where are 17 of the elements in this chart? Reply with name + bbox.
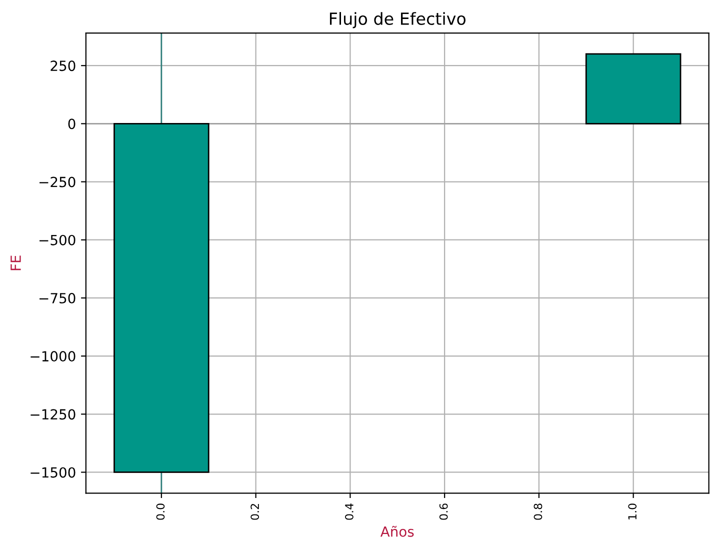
y-tick-label: 0 [68,118,76,130]
y-tick-label: 250 [50,60,76,72]
x-tick-label: 0.0 [156,504,165,520]
y-tick-label: −750 [40,292,76,304]
x-axis-title: Años [380,526,414,537]
y-axis-title: FE [10,256,21,270]
x-tick-label: 0.4 [345,503,354,520]
chart-title: Flujo de Efectivo [330,12,466,28]
x-tick-label: 0.6 [439,504,448,520]
y-tick-label: −250 [40,176,76,188]
y-tick-label: −1000 [30,351,76,362]
x-tick-label: 1.0 [628,504,637,520]
y-tick-label: −1250 [30,409,76,420]
y-tick-label: −500 [40,234,76,246]
x-tick-label: 0.8 [534,504,542,520]
x-tick-label: 0.2 [250,504,260,520]
y-tick-label: −1500 [30,467,76,478]
